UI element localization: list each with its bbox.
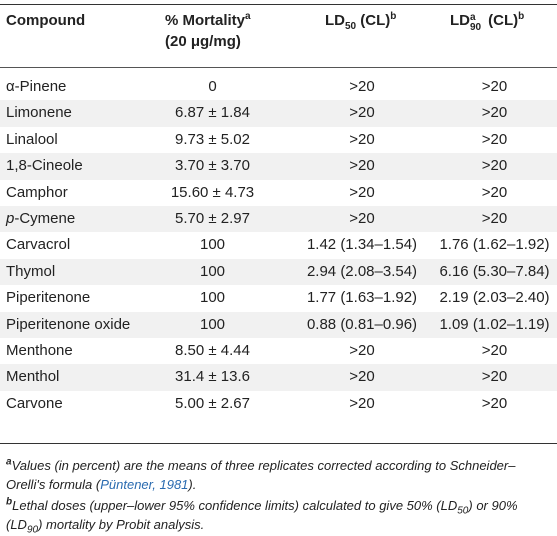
cell-ld50: >20 [349,157,375,175]
cell-compound: α-Pinene [6,78,67,95]
cell-ld50: 1.42 (1.34–1.54) [306,236,418,254]
footnote-a: aValues (in percent) are the means of th… [6,456,516,492]
table-row: Limonene 6.87 ± 1.84 >20 >20 [0,100,557,127]
cell-compound: Piperitenone oxide [6,315,131,333]
table-row: Thymol 100 2.94 (2.08–3.54) 6.16 (5.30–7… [0,258,557,286]
cell-mortality: 31.4 ± 13.6 [175,368,250,386]
table-row: α-Pinene 0 >20 >20 [0,74,557,100]
cell-compound: Menthol [6,368,60,386]
cell-ld90: 1.76 (1.62–1.92) [439,236,550,254]
table-top-rule [0,4,557,5]
footnote-b: bLethal doses (upper–lower 95% confidenc… [6,496,518,536]
cell-ld90: 6.16 (5.30–7.84) [439,262,550,280]
cell-compound: Carvone [6,394,63,412]
cell-ld90: 2.19 (2.03–2.40) [439,289,550,307]
cell-ld50: >20 [349,341,375,359]
cell-ld90: >20 [481,209,508,227]
cell-ld90: >20 [481,183,508,201]
cell-ld90: >20 [481,394,508,412]
header-ld50: LD50 (CL)b [325,11,397,32]
cell-compound: Camphor [6,183,68,201]
cell-compound: Menthone [6,341,73,359]
cell-ld90: >20 [481,341,508,359]
citation-link[interactable]: Püntener, 1981 [100,477,189,492]
table-row: Carvacrol 100 1.42 (1.34–1.54) 1.76 (1.6… [0,232,557,258]
header-rule [0,67,557,68]
cell-compound: Piperitenone [6,289,91,307]
table-body: α-Pinene 0 >20 >20 Limonene 6.87 ± 1.84 … [0,74,557,417]
table-row: p-Cymene 5.70 ± 2.97 >20 >20 [0,205,557,233]
table-row: Menthone 8.50 ± 4.44 >20 >20 [0,338,557,364]
table-row: Linalool 9.73 ± 5.02 >20 >20 [0,127,557,153]
cell-ld50: 2.94 (2.08–3.54) [306,262,418,280]
cell-ld50: >20 [349,183,375,201]
cell-compound: Thymol [6,262,56,280]
table-row: 1,8-Cineole 3.70 ± 3.70 >20 >20 [0,153,557,180]
cell-ld90: >20 [481,130,508,148]
header-mortality: % Mortalitya (20 μg/mg) [165,11,251,51]
cell-ld50: >20 [349,394,375,412]
cell-ld50: >20 [349,78,375,95]
cell-ld90: >20 [481,368,508,386]
cell-compound: Linalool [6,130,58,148]
cell-compound: 1,8-Cineole [6,157,83,175]
cell-ld90: 1.09 (1.02–1.19) [439,315,550,333]
cell-mortality: 5.00 ± 2.67 [175,394,250,412]
cell-compound: Carvacrol [6,236,71,254]
table-row: Camphor 15.60 ± 4.73 >20 >20 [0,180,557,206]
cell-ld90: >20 [481,104,508,122]
cell-compound: p-Cymene [6,209,76,227]
cell-ld50: 1.77 (1.63–1.92) [306,289,418,307]
header-ld90: LD a 90 (CL)b [450,11,525,33]
table-row: Piperitenone 100 1.77 (1.63–1.92) 2.19 (… [0,285,557,311]
table-bottom-rule [0,443,557,444]
cell-mortality: 100 [199,315,226,333]
cell-mortality: 100 [199,262,226,280]
cell-mortality: 0 [208,78,217,95]
cell-mortality: 6.87 ± 1.84 [175,104,250,122]
cell-mortality: 100 [199,236,226,254]
cell-mortality: 8.50 ± 4.44 [175,341,250,359]
cell-mortality: 100 [199,289,226,307]
cell-mortality: 15.60 ± 4.73 [170,183,255,201]
table-row: Menthol 31.4 ± 13.6 >20 >20 [0,364,557,391]
table-row: Piperitenone oxide 100 0.88 (0.81–0.96) … [0,311,557,338]
cell-compound: Limonene [6,104,72,122]
table-row: Carvone 5.00 ± 2.67 >20 >20 [0,391,557,417]
cell-ld50: >20 [349,368,375,386]
cell-mortality: 5.70 ± 2.97 [175,209,250,227]
table-footnotes: aValues (in percent) are the means of th… [6,456,551,536]
cell-mortality: 3.70 ± 3.70 [175,157,250,175]
cell-ld90: >20 [481,157,508,175]
cell-ld90: >20 [481,78,508,95]
cell-ld50: >20 [349,209,375,227]
header-compound: Compound [6,12,86,29]
cell-mortality: 9.73 ± 5.02 [175,130,250,148]
cell-ld50: 0.88 (0.81–0.96) [306,315,418,333]
cell-ld50: >20 [349,130,375,148]
cell-ld50: >20 [349,104,375,122]
